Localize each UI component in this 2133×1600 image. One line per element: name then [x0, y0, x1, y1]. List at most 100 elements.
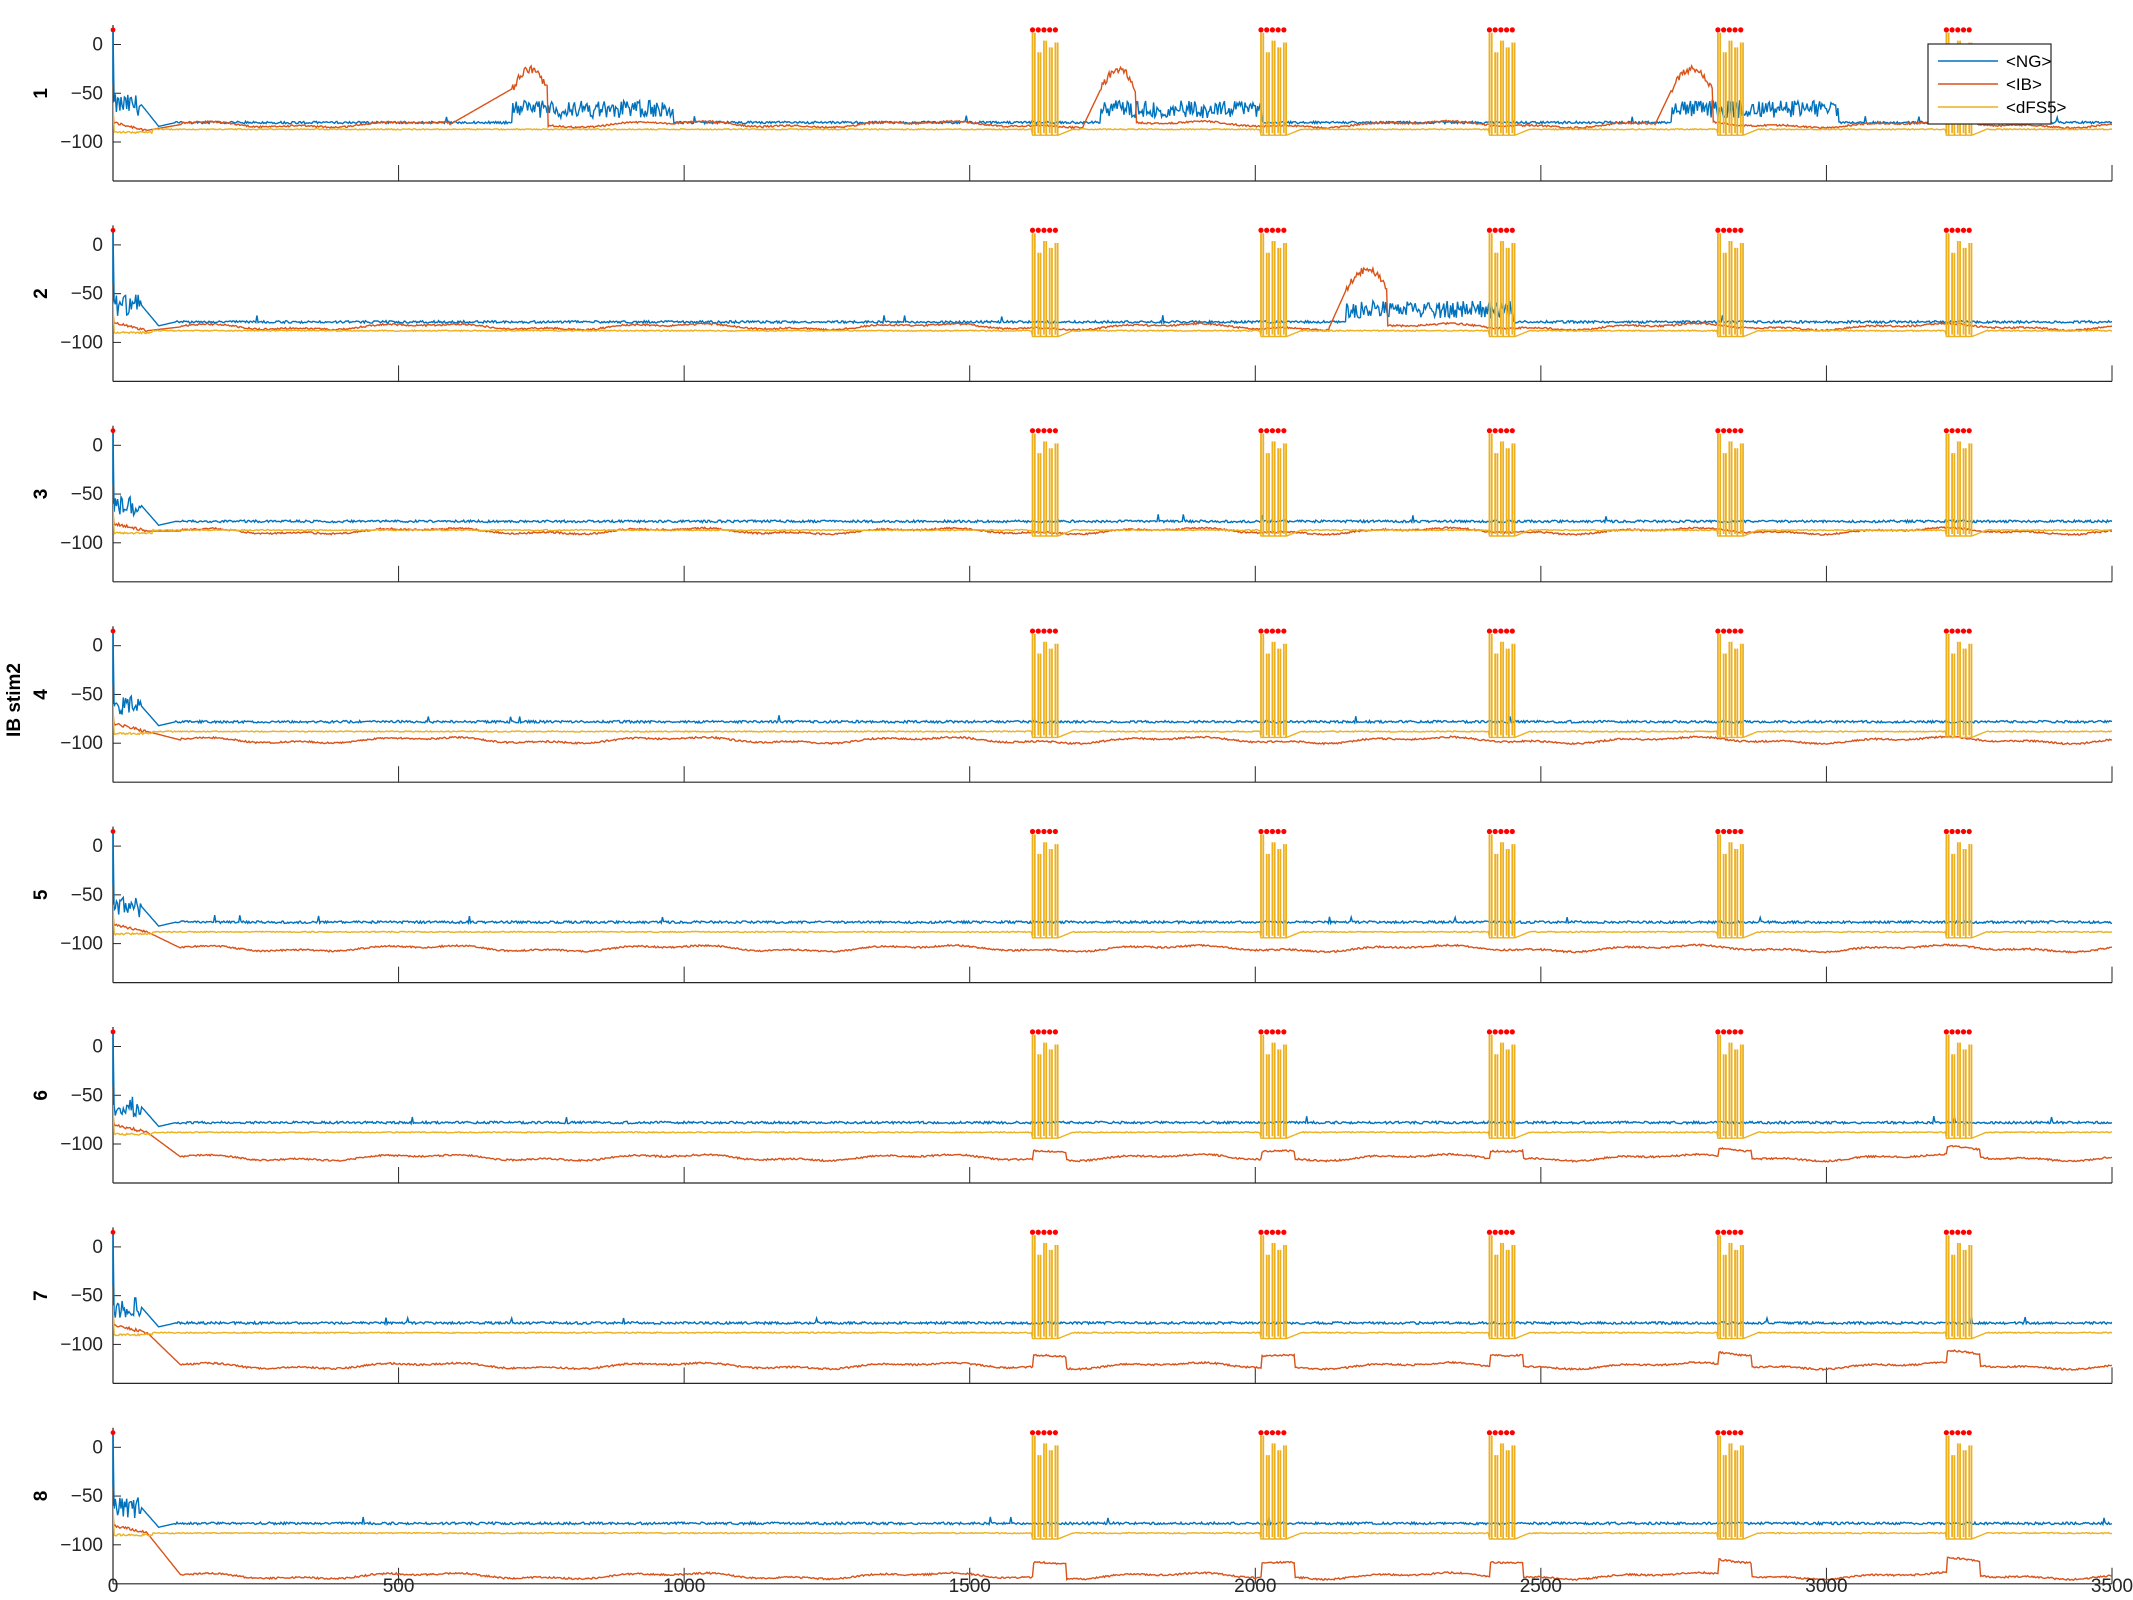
- spike-marker: [1269, 628, 1276, 634]
- spike-marker: [1035, 628, 1041, 634]
- spike-marker: [1498, 428, 1504, 434]
- spike-marker: [1966, 227, 1972, 233]
- spike-marker: [1052, 1430, 1058, 1436]
- y-tick-label: −100: [60, 332, 103, 353]
- spike-marker: [1041, 628, 1047, 634]
- spike-marker: [1960, 428, 1967, 434]
- x-tick-label: 1000: [663, 1576, 705, 1597]
- spike-marker: [1503, 628, 1510, 634]
- spike-marker: [1721, 1029, 1727, 1035]
- spike-marker: [1943, 828, 1949, 835]
- spike-marker: [1960, 628, 1967, 634]
- spike-marker: [1264, 1029, 1270, 1035]
- spike-marker: [1949, 227, 1955, 233]
- spike-marker: [1492, 1029, 1498, 1035]
- series-dfs5: [113, 1505, 2112, 1540]
- spike-marker: [1041, 1430, 1047, 1436]
- spike-marker: [1052, 1029, 1058, 1035]
- spike-marker: [1275, 428, 1281, 434]
- spike-marker: [1052, 428, 1058, 434]
- x-tick-label: 2000: [1234, 1576, 1276, 1597]
- spike-marker: [1509, 1229, 1515, 1235]
- series-group: [113, 29, 2112, 136]
- spike-marker: [1041, 828, 1047, 835]
- spike-marker: [1029, 1430, 1036, 1436]
- spike-marker: [1047, 1229, 1053, 1235]
- spike-marker: [1041, 227, 1047, 233]
- series-ng: [113, 1031, 2112, 1128]
- series-ib: [113, 1315, 2112, 1372]
- panel-2: 2 0 −50 −100: [31, 225, 2113, 382]
- spike-marker: [1732, 27, 1738, 33]
- spike-marker: [1275, 27, 1281, 33]
- spike-marker: [110, 227, 116, 233]
- spike-marker: [110, 829, 116, 834]
- spike-marker: [1955, 227, 1961, 233]
- spike-marker: [1041, 428, 1047, 434]
- series-group: [113, 430, 2112, 537]
- spike-marker: [1960, 1229, 1967, 1235]
- spike-marker: [1732, 628, 1738, 634]
- series-ib: [113, 63, 2112, 132]
- x-tick-label: 0: [108, 1576, 119, 1597]
- spike-marker: [1509, 27, 1515, 33]
- series-ib: [113, 914, 2112, 954]
- spike-marker: [1486, 227, 1493, 233]
- legend-entry-ng: <NG>: [2006, 52, 2051, 71]
- series-ng: [113, 230, 2112, 327]
- series-ng: [113, 29, 2112, 128]
- spike-marker: [1035, 428, 1041, 434]
- spike-marker: [1509, 428, 1515, 434]
- series-dfs5: [113, 1305, 2112, 1340]
- panel-5: 5 0 −50 −100: [31, 826, 2113, 984]
- spike-marker: [1715, 1029, 1721, 1035]
- spike-marker: [1732, 428, 1738, 434]
- spike-marker: [1275, 828, 1281, 835]
- spike-marker: [1269, 828, 1276, 835]
- y-tick-label: −100: [60, 533, 103, 554]
- series-group: [113, 230, 2112, 338]
- spike-marker: [1943, 227, 1949, 233]
- spike-marker: [110, 1229, 116, 1235]
- spike-marker: [1029, 27, 1036, 33]
- spike-marker: [1715, 428, 1721, 434]
- spike-marker: [1486, 1430, 1493, 1436]
- spike-marker: [1738, 628, 1744, 634]
- spike-marker: [110, 1029, 116, 1035]
- spike-marker: [1498, 227, 1504, 233]
- spike-marker: [1943, 628, 1949, 634]
- spike-marker: [1281, 227, 1287, 233]
- spike-marker: [1721, 628, 1727, 634]
- spike-marker: [1943, 428, 1949, 434]
- spike-marker: [1726, 227, 1732, 233]
- spike-marker: [1503, 227, 1510, 233]
- spike-marker: [1041, 27, 1047, 33]
- spike-marker: [1715, 1229, 1721, 1235]
- spike-marker: [1264, 428, 1270, 434]
- spike-marker: [110, 27, 116, 33]
- legend: <NG> <IB> <dFS5>: [1927, 43, 2067, 125]
- spike-marker: [1732, 1430, 1738, 1436]
- spike-marker: [1955, 27, 1961, 33]
- panel-6: 6 0 −50 −100: [31, 1027, 2113, 1184]
- spike-marker: [1960, 227, 1967, 233]
- spike-marker: [1029, 1029, 1036, 1035]
- series-dfs5: [113, 102, 2112, 136]
- spike-marker: [1047, 628, 1053, 634]
- spike-marker: [1047, 227, 1053, 233]
- spike-marker: [1955, 828, 1961, 835]
- spike-marker: [1949, 1229, 1955, 1235]
- spike-marker: [1486, 1029, 1493, 1035]
- spike-marker: [1275, 227, 1281, 233]
- y-tick-label: 0: [92, 836, 103, 857]
- spike-marker: [1503, 428, 1510, 434]
- spike-marker: [1047, 428, 1053, 434]
- spike-marker: [1509, 1029, 1515, 1035]
- spike-marker: [1726, 1430, 1732, 1436]
- spike-marker: [1275, 1430, 1281, 1436]
- spike-marker: [1960, 27, 1967, 33]
- spike-marker: [1492, 227, 1498, 233]
- spike-marker: [1721, 1229, 1727, 1235]
- spike-marker: [1041, 1229, 1047, 1235]
- spike-marker: [1035, 828, 1041, 835]
